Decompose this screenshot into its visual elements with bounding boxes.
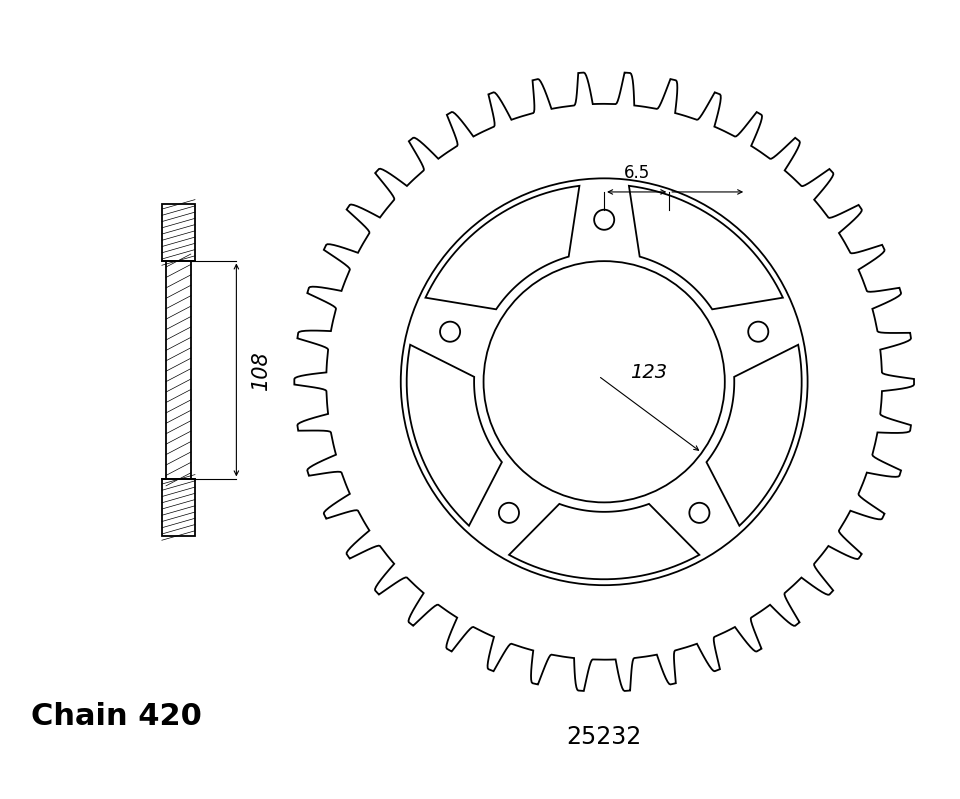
Text: 108: 108 xyxy=(251,350,271,390)
Text: 6.5: 6.5 xyxy=(624,165,650,182)
Text: 25232: 25232 xyxy=(566,725,642,749)
Text: Chain 420: Chain 420 xyxy=(31,702,202,730)
Text: 123: 123 xyxy=(630,363,667,382)
